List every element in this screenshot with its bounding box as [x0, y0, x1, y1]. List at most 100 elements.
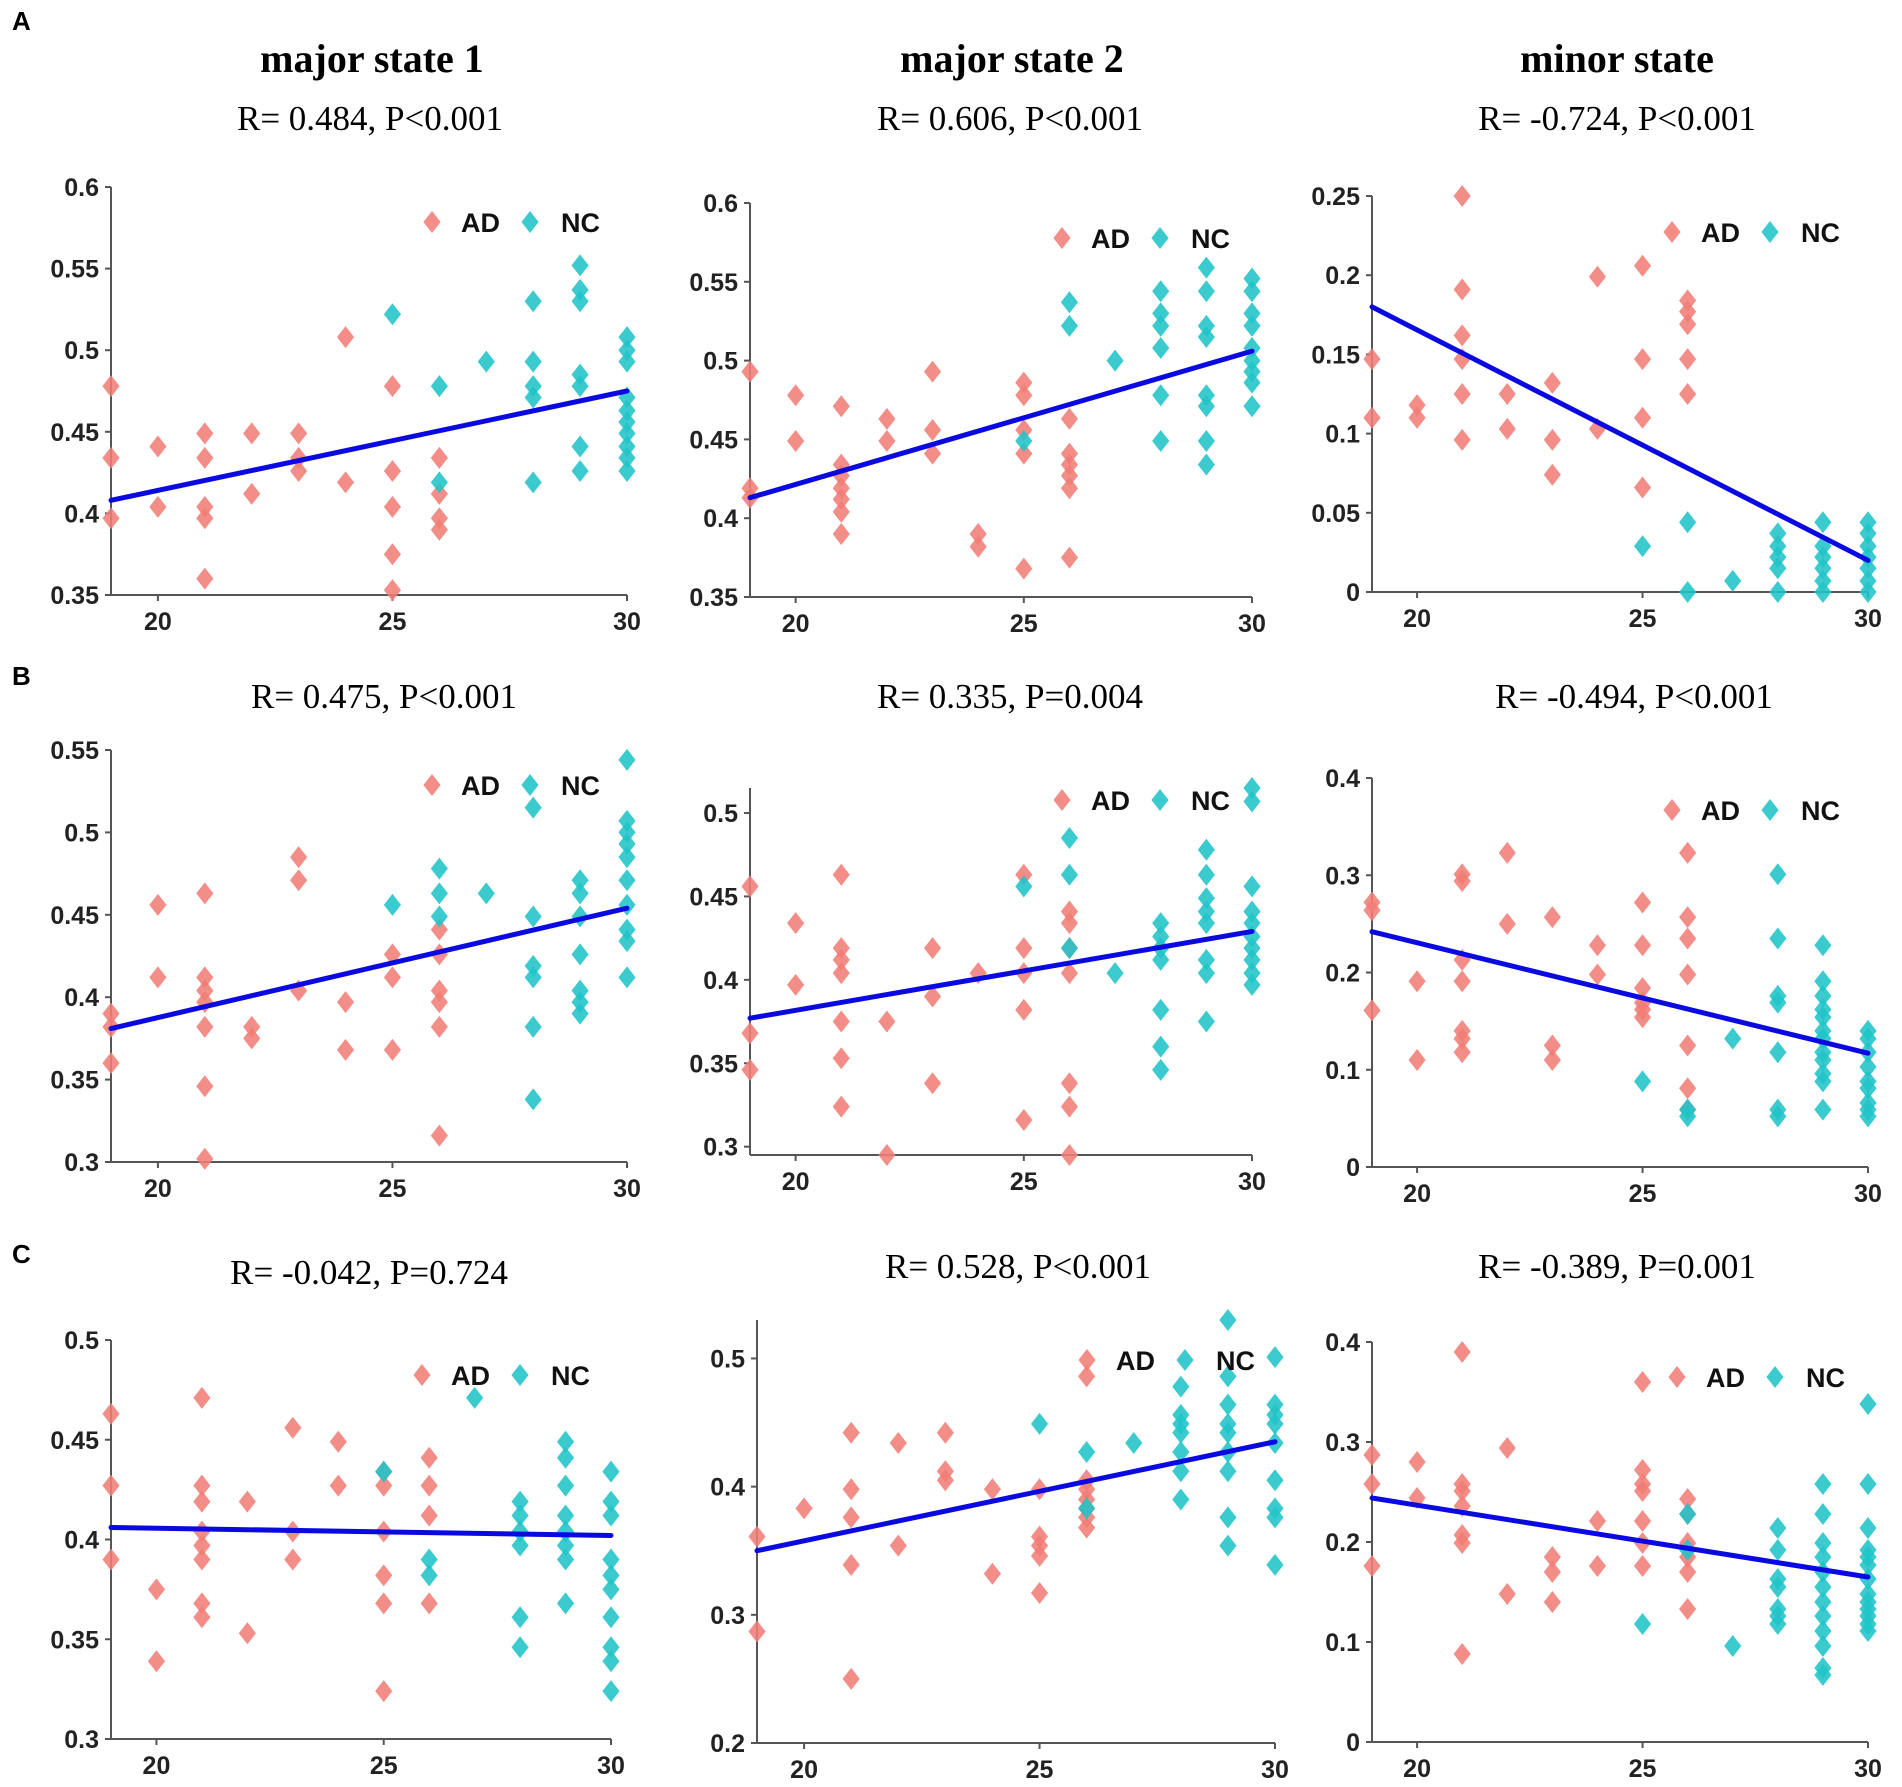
ad-data-point: [1543, 1034, 1561, 1057]
nc-data-point: [1679, 511, 1697, 534]
nc-data-point: [618, 446, 636, 469]
legend-nc-label: NC: [1191, 786, 1230, 816]
ad-data-point: [1498, 841, 1516, 864]
nc-data-point: [1814, 569, 1832, 592]
ad-data-point: [193, 1386, 211, 1409]
nc-data-point: [602, 1606, 620, 1629]
x-tick-label: 25: [370, 1752, 398, 1780]
ad-data-point: [238, 1622, 256, 1645]
nc-data-point: [511, 1534, 529, 1557]
ad-data-point: [1453, 970, 1471, 993]
nc-data-point: [1769, 535, 1787, 558]
y-tick-label: 0.5: [703, 348, 738, 376]
ad-data-point: [1633, 891, 1652, 914]
legend: NC AD: [423, 771, 600, 801]
ad-data-point: [1633, 1459, 1652, 1481]
nc-data-point: [1243, 948, 1261, 971]
x-tick-label: 20: [144, 608, 172, 636]
nc-data-point: [1060, 937, 1079, 960]
ad-data-point: [193, 1606, 211, 1629]
ad-data-point: [430, 1015, 448, 1038]
nc-data-point: [556, 1446, 575, 1469]
nc-data-point: [618, 422, 636, 445]
nc-data-point: [571, 1002, 589, 1025]
ad-data-point: [1060, 546, 1079, 569]
correlation-stat-label: R= -0.494, P<0.001: [1495, 677, 1773, 716]
y-tick-label: 0.35: [50, 1626, 99, 1654]
panel-r2-c3: R= -0.494, P<0.001 0 0.1 0.2 0.3 0.4 20 25 30 NC A…: [1325, 677, 1882, 1208]
nc-data-point: [1060, 291, 1079, 314]
nc-data-point: [571, 435, 589, 458]
nc-data-point: [1724, 569, 1742, 592]
ad-data-point: [1588, 963, 1607, 986]
ad-data-point: [1453, 1532, 1471, 1554]
ad-data-point: [102, 1002, 120, 1025]
nc-data-point: [1243, 371, 1261, 394]
x-tick-label: 30: [1854, 605, 1882, 633]
nc-data-point: [430, 471, 448, 494]
ad-data-point: [196, 1075, 214, 1098]
nc-data-point: [1078, 1497, 1096, 1520]
ad-data-point: [832, 488, 850, 511]
nc-data-point: [1633, 1613, 1652, 1635]
nc-data-point: [556, 1474, 575, 1497]
nc-data-point: [1814, 557, 1832, 580]
nc-data-point: [524, 1088, 542, 1111]
row-label-b: B: [12, 661, 31, 691]
y-tick-label: 0.3: [1325, 1429, 1360, 1457]
ad-data-point: [193, 1474, 211, 1497]
y-tick-label: 0.2: [710, 1730, 745, 1758]
ad-data-point: [936, 1469, 954, 1492]
nc-data-point: [1859, 557, 1877, 580]
y-tick-label: 0.4: [703, 967, 738, 995]
ad-data-point: [149, 495, 167, 518]
y-tick-label: 0.35: [689, 584, 738, 612]
y-tick-label: 0.5: [64, 1327, 99, 1355]
nc-data-point: [1060, 863, 1079, 886]
x-tick-label: 20: [782, 1168, 810, 1196]
nc-data-point: [1243, 790, 1261, 813]
column-title-major-state-2: major state 2: [900, 36, 1124, 81]
nc-data-point: [602, 1578, 620, 1601]
nc-data-point: [524, 386, 542, 409]
nc-data-point: [1679, 1105, 1697, 1128]
nc-data-point: [1814, 1576, 1832, 1598]
legend-ad-marker: [423, 211, 441, 233]
nc-data-point: [1769, 863, 1787, 886]
nc-data-point: [1015, 429, 1033, 452]
nc-data-point: [1769, 927, 1787, 950]
nc-data-point: [1814, 970, 1832, 993]
nc-data-point: [511, 1606, 529, 1629]
ad-data-point: [284, 1416, 302, 1439]
ad-data-point: [1060, 453, 1079, 476]
legend-nc-label: NC: [561, 771, 600, 801]
nc-data-point: [1219, 1534, 1237, 1557]
nc-data-point: [1266, 1469, 1284, 1492]
nc-data-point: [1814, 934, 1832, 957]
nc-data-point: [1859, 581, 1877, 603]
nc-data-point: [1859, 522, 1877, 545]
ad-data-point: [923, 985, 942, 1008]
y-tick-label: 0.1: [1325, 421, 1360, 449]
legend-nc-marker: [1151, 227, 1169, 249]
ad-data-point: [383, 543, 402, 566]
y-tick-label: 0.4: [64, 1527, 99, 1555]
ad-data-point: [375, 1474, 393, 1497]
nc-data-point: [477, 350, 495, 373]
nc-data-point: [1152, 314, 1170, 337]
nc-data-point: [1814, 1049, 1832, 1072]
ad-data-point: [878, 429, 896, 452]
ad-data-point: [1543, 428, 1561, 451]
ad-data-point: [102, 507, 120, 530]
legend-nc-marker: [511, 1364, 529, 1386]
ad-data-point: [193, 1490, 211, 1513]
nc-data-point: [1152, 429, 1170, 452]
ad-data-point: [336, 326, 355, 349]
panel-r3-c3: R= -0.389, P=0.001 0 0.1 0.2 0.3 0.4 20 25 30 NC A…: [1325, 1247, 1882, 1783]
nc-data-point: [571, 254, 589, 277]
y-tick-label: 0.3: [64, 1726, 99, 1754]
nc-data-point: [1243, 267, 1261, 290]
regression-fit-line: [747, 348, 1255, 501]
ad-data-point: [1060, 464, 1079, 487]
nc-data-point: [1633, 535, 1652, 558]
